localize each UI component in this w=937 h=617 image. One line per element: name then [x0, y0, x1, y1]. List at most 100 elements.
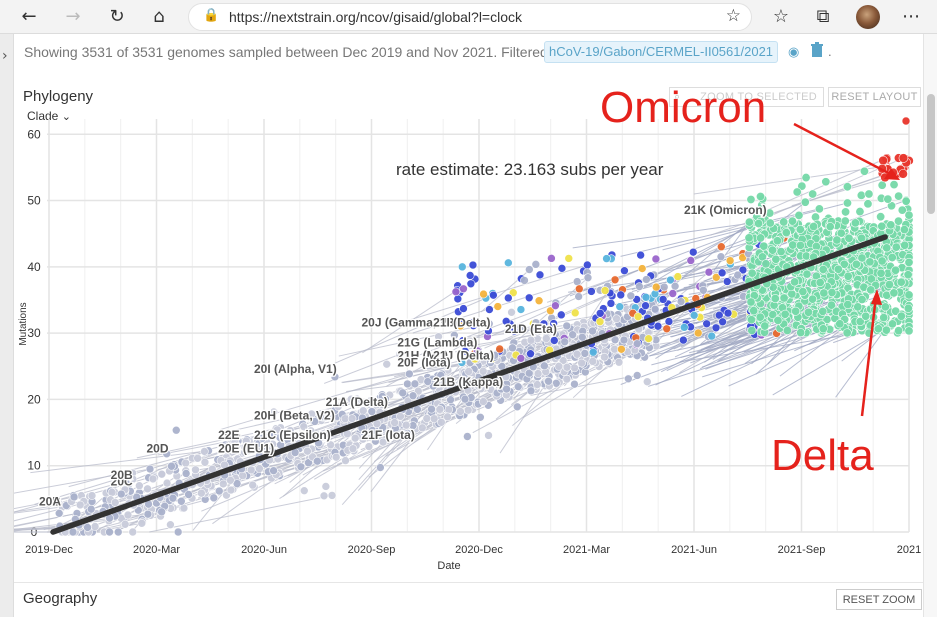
tip-point[interactable] [75, 500, 85, 510]
tip-point[interactable] [110, 498, 120, 507]
tip-point[interactable] [451, 287, 461, 297]
eye-slash-icon[interactable]: ◉ [788, 44, 800, 59]
scrollbar[interactable] [923, 34, 937, 617]
tip-point[interactable] [588, 347, 598, 357]
tip-point[interactable] [866, 285, 876, 295]
tip-point[interactable] [437, 417, 446, 427]
tip-point[interactable] [128, 527, 138, 537]
tip-point[interactable] [157, 507, 166, 517]
tip-point[interactable] [711, 323, 721, 333]
tip-point[interactable] [493, 302, 503, 311]
tip-point[interactable] [304, 458, 313, 468]
tip-point[interactable] [173, 527, 183, 537]
tip-point[interactable] [580, 349, 590, 358]
tip-point[interactable] [688, 247, 698, 257]
tip-point[interactable] [436, 371, 446, 380]
tip-point[interactable] [166, 520, 175, 529]
zoom-to-selected-button[interactable]: ⌕ ZOOM TO SELECTED [669, 87, 824, 107]
tip-point[interactable] [123, 510, 133, 520]
tip-point[interactable] [644, 334, 653, 343]
tip-point[interactable] [826, 300, 836, 310]
tip-point[interactable] [850, 218, 860, 228]
tip-point[interactable] [376, 463, 385, 472]
tip-point[interactable] [839, 259, 849, 269]
tip-point[interactable] [577, 358, 586, 368]
tip-point[interactable] [440, 377, 449, 387]
tip-point[interactable] [417, 423, 427, 433]
tip-point[interactable] [876, 268, 886, 278]
tip-point[interactable] [484, 326, 493, 336]
tip-point[interactable] [83, 523, 92, 532]
tip-point[interactable] [327, 491, 337, 500]
tip-point[interactable] [352, 394, 362, 404]
tip-point[interactable] [600, 352, 609, 362]
tip-point[interactable] [508, 288, 518, 298]
tip-point[interactable] [717, 242, 726, 252]
tip-point[interactable] [390, 418, 399, 427]
tip-point[interactable] [255, 464, 264, 473]
tip-point[interactable] [240, 443, 250, 452]
tip-point[interactable] [808, 294, 818, 304]
tip-point[interactable] [791, 306, 801, 316]
tip-point[interactable] [873, 324, 883, 334]
tip-point[interactable] [463, 432, 472, 441]
tip-point[interactable] [568, 330, 577, 340]
tip-point[interactable] [456, 407, 465, 416]
tip-point[interactable] [269, 466, 278, 475]
tip-point[interactable] [516, 305, 526, 314]
tip-point[interactable] [401, 420, 411, 430]
tip-point[interactable] [549, 319, 558, 328]
tip-point[interactable] [633, 312, 643, 321]
tip-point[interactable] [557, 264, 567, 273]
tip-point[interactable] [795, 240, 805, 250]
tip-point[interactable] [348, 444, 358, 453]
tip-point[interactable] [626, 291, 636, 301]
tip-point[interactable] [248, 480, 258, 490]
tip-point[interactable] [861, 311, 871, 321]
tip-point[interactable] [162, 449, 171, 459]
tip-point[interactable] [299, 486, 309, 495]
tip-point[interactable] [662, 324, 672, 334]
tip-point[interactable] [86, 504, 96, 514]
tip-point[interactable] [222, 442, 231, 451]
tip-point[interactable] [818, 265, 828, 275]
tip-point[interactable] [330, 372, 340, 382]
tip-point[interactable] [396, 412, 405, 421]
tip-point[interactable] [612, 314, 621, 324]
tip-point[interactable] [818, 306, 828, 316]
tip-point[interactable] [246, 465, 256, 475]
tip-point[interactable] [226, 475, 235, 485]
tip-point[interactable] [679, 335, 688, 345]
tip-point[interactable] [562, 321, 572, 331]
tip-point[interactable] [331, 452, 341, 462]
tip-point[interactable] [818, 324, 828, 334]
tip-point[interactable] [516, 354, 526, 363]
tip-point[interactable] [382, 359, 392, 369]
tip-point[interactable] [562, 362, 572, 372]
tip-point[interactable] [904, 210, 914, 220]
trash-icon[interactable] [810, 42, 824, 58]
tip-point[interactable] [679, 323, 689, 332]
tip-point[interactable] [120, 519, 130, 529]
tip-point[interactable] [723, 308, 733, 318]
tip-point[interactable] [782, 325, 792, 335]
tip-point[interactable] [666, 275, 675, 285]
tip-point[interactable] [738, 265, 748, 275]
tip-point[interactable] [489, 290, 498, 300]
tip-point[interactable] [738, 253, 747, 262]
tip-point[interactable] [572, 349, 582, 359]
tip-point[interactable] [534, 296, 544, 306]
tip-point[interactable] [333, 402, 343, 411]
tip-point[interactable] [891, 265, 901, 275]
tip-point[interactable] [570, 308, 580, 318]
tip-point[interactable] [577, 332, 587, 342]
tip-point[interactable] [350, 433, 360, 443]
tip-point[interactable] [214, 486, 224, 496]
tip-point[interactable] [792, 187, 802, 197]
tip-point[interactable] [809, 221, 819, 231]
tip-point[interactable] [864, 189, 874, 199]
tip-point[interactable] [802, 269, 812, 279]
tip-point[interactable] [842, 198, 852, 208]
tip-point[interactable] [410, 379, 420, 389]
url-text[interactable]: https://nextstrain.org/ncov/gisaid/globa… [229, 9, 522, 25]
